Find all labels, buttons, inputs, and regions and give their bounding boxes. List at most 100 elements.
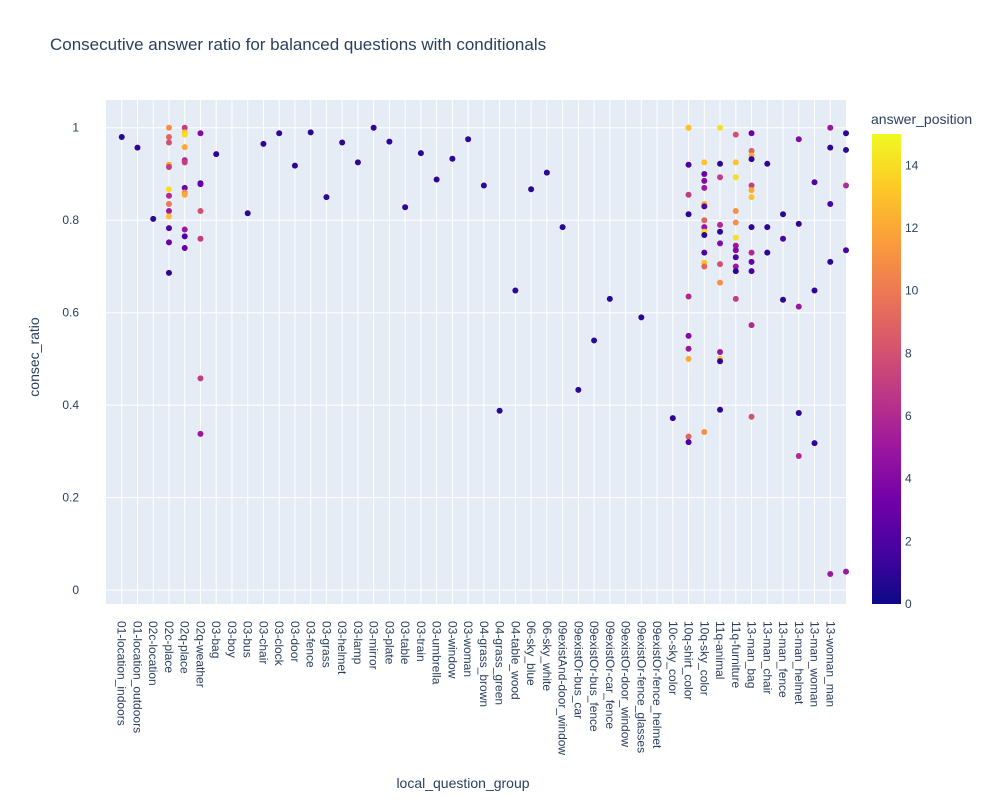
data-point xyxy=(748,130,755,137)
x-tick-label: 10c-sky_color xyxy=(666,621,680,695)
data-point xyxy=(701,203,708,210)
data-point xyxy=(717,160,724,167)
data-point xyxy=(795,410,802,417)
x-tick-label: 09existOr-bus_fence xyxy=(587,621,601,732)
data-point xyxy=(732,247,739,254)
data-point xyxy=(701,159,708,166)
data-point xyxy=(528,186,535,193)
x-tick-label: 03-lamp xyxy=(351,621,365,665)
x-tick-label: 03-bag xyxy=(209,621,223,658)
data-point xyxy=(732,254,739,261)
data-point xyxy=(134,144,141,151)
data-point xyxy=(354,159,361,166)
x-tick-label: 02c-place xyxy=(162,621,176,673)
data-point xyxy=(244,210,251,217)
data-point xyxy=(512,287,519,294)
data-point xyxy=(717,261,724,268)
x-tick-label: 03-umbrella xyxy=(430,621,444,685)
data-point xyxy=(480,182,487,189)
data-point xyxy=(685,439,692,446)
x-tick-label: 03-woman xyxy=(461,621,475,677)
x-tick-label: 09existAnd-door_window xyxy=(556,621,570,755)
data-point xyxy=(701,232,708,239)
colorbar-tick-label: 10 xyxy=(905,284,919,298)
x-tick-label: 06-sky_blue xyxy=(524,621,538,686)
data-point xyxy=(685,332,692,339)
data-point xyxy=(748,224,755,231)
data-point xyxy=(685,355,692,362)
x-tick-label: 04-grass_green xyxy=(493,621,507,705)
data-point xyxy=(197,375,204,382)
data-point xyxy=(606,295,613,302)
x-tick-label: 13-man_woman xyxy=(808,621,822,707)
colorbar xyxy=(872,134,901,604)
x-tick-label: 13-man_helmet xyxy=(792,621,806,705)
data-point xyxy=(843,182,849,189)
x-tick-label: 03-boy xyxy=(225,621,239,658)
data-point xyxy=(496,407,503,414)
data-point xyxy=(717,406,724,413)
data-point xyxy=(701,177,708,184)
data-point xyxy=(181,226,188,233)
data-point xyxy=(165,225,172,232)
data-point xyxy=(276,130,283,137)
x-tick-label: 01-location_outdoors xyxy=(130,621,144,733)
data-point xyxy=(701,170,708,177)
x-tick-label: 11q-furniture xyxy=(729,621,743,688)
data-point xyxy=(827,124,834,131)
y-tick-label: 0.2 xyxy=(62,491,79,505)
x-tick-label: 09existOr-door_window xyxy=(619,621,633,747)
data-point xyxy=(701,249,708,256)
data-point xyxy=(732,295,739,302)
gridlines xyxy=(106,100,846,604)
y-tick-label: 0 xyxy=(72,583,79,597)
x-tick-label: 03-table xyxy=(398,621,412,665)
data-point xyxy=(197,235,204,242)
data-points xyxy=(118,124,849,577)
data-point xyxy=(732,242,739,249)
data-point xyxy=(732,263,739,270)
data-point xyxy=(638,314,645,321)
data-point xyxy=(181,244,188,251)
data-point xyxy=(213,151,220,158)
x-tick-label: 13-woman_man xyxy=(823,621,837,707)
data-point xyxy=(260,140,267,147)
data-point xyxy=(165,133,172,140)
data-point xyxy=(685,191,692,198)
data-point xyxy=(465,136,472,143)
data-point xyxy=(575,386,582,393)
data-point xyxy=(764,249,771,256)
data-point xyxy=(748,249,755,256)
data-point xyxy=(764,160,771,167)
x-tick-label: 09existOr-bus_car xyxy=(571,621,585,719)
x-tick-label: 13-man_fence xyxy=(776,621,790,698)
data-point xyxy=(717,174,724,181)
data-point xyxy=(843,568,849,575)
data-point xyxy=(811,179,818,186)
x-tick-label: 03-helmet xyxy=(335,621,349,675)
x-tick-label: 09existOr-car_fence xyxy=(603,621,617,729)
x-tick-label: 03-chair xyxy=(256,621,270,664)
x-tick-label: 11q-animal xyxy=(713,621,727,679)
data-point xyxy=(843,130,849,137)
data-point xyxy=(197,130,204,137)
data-point xyxy=(811,440,818,447)
data-point xyxy=(165,192,172,199)
x-tick-label: 02q-weather xyxy=(193,621,207,688)
x-tick-label: 13-man_bag xyxy=(745,621,759,688)
data-point xyxy=(165,164,172,171)
x-tick-label: 03-window xyxy=(445,621,459,679)
y-axis-label: consec_ratio xyxy=(26,317,42,397)
x-tick-label: 02c-location xyxy=(146,621,160,686)
data-point xyxy=(795,453,802,460)
data-point xyxy=(181,131,188,138)
data-point xyxy=(559,224,566,231)
data-point xyxy=(717,228,724,235)
data-point xyxy=(827,144,834,151)
data-point xyxy=(795,220,802,227)
data-point xyxy=(732,219,739,226)
data-point xyxy=(701,263,708,270)
x-tick-label: 04-grass_brown xyxy=(477,621,491,707)
data-point xyxy=(386,138,393,145)
x-tick-label: 03-mirror xyxy=(367,621,381,670)
